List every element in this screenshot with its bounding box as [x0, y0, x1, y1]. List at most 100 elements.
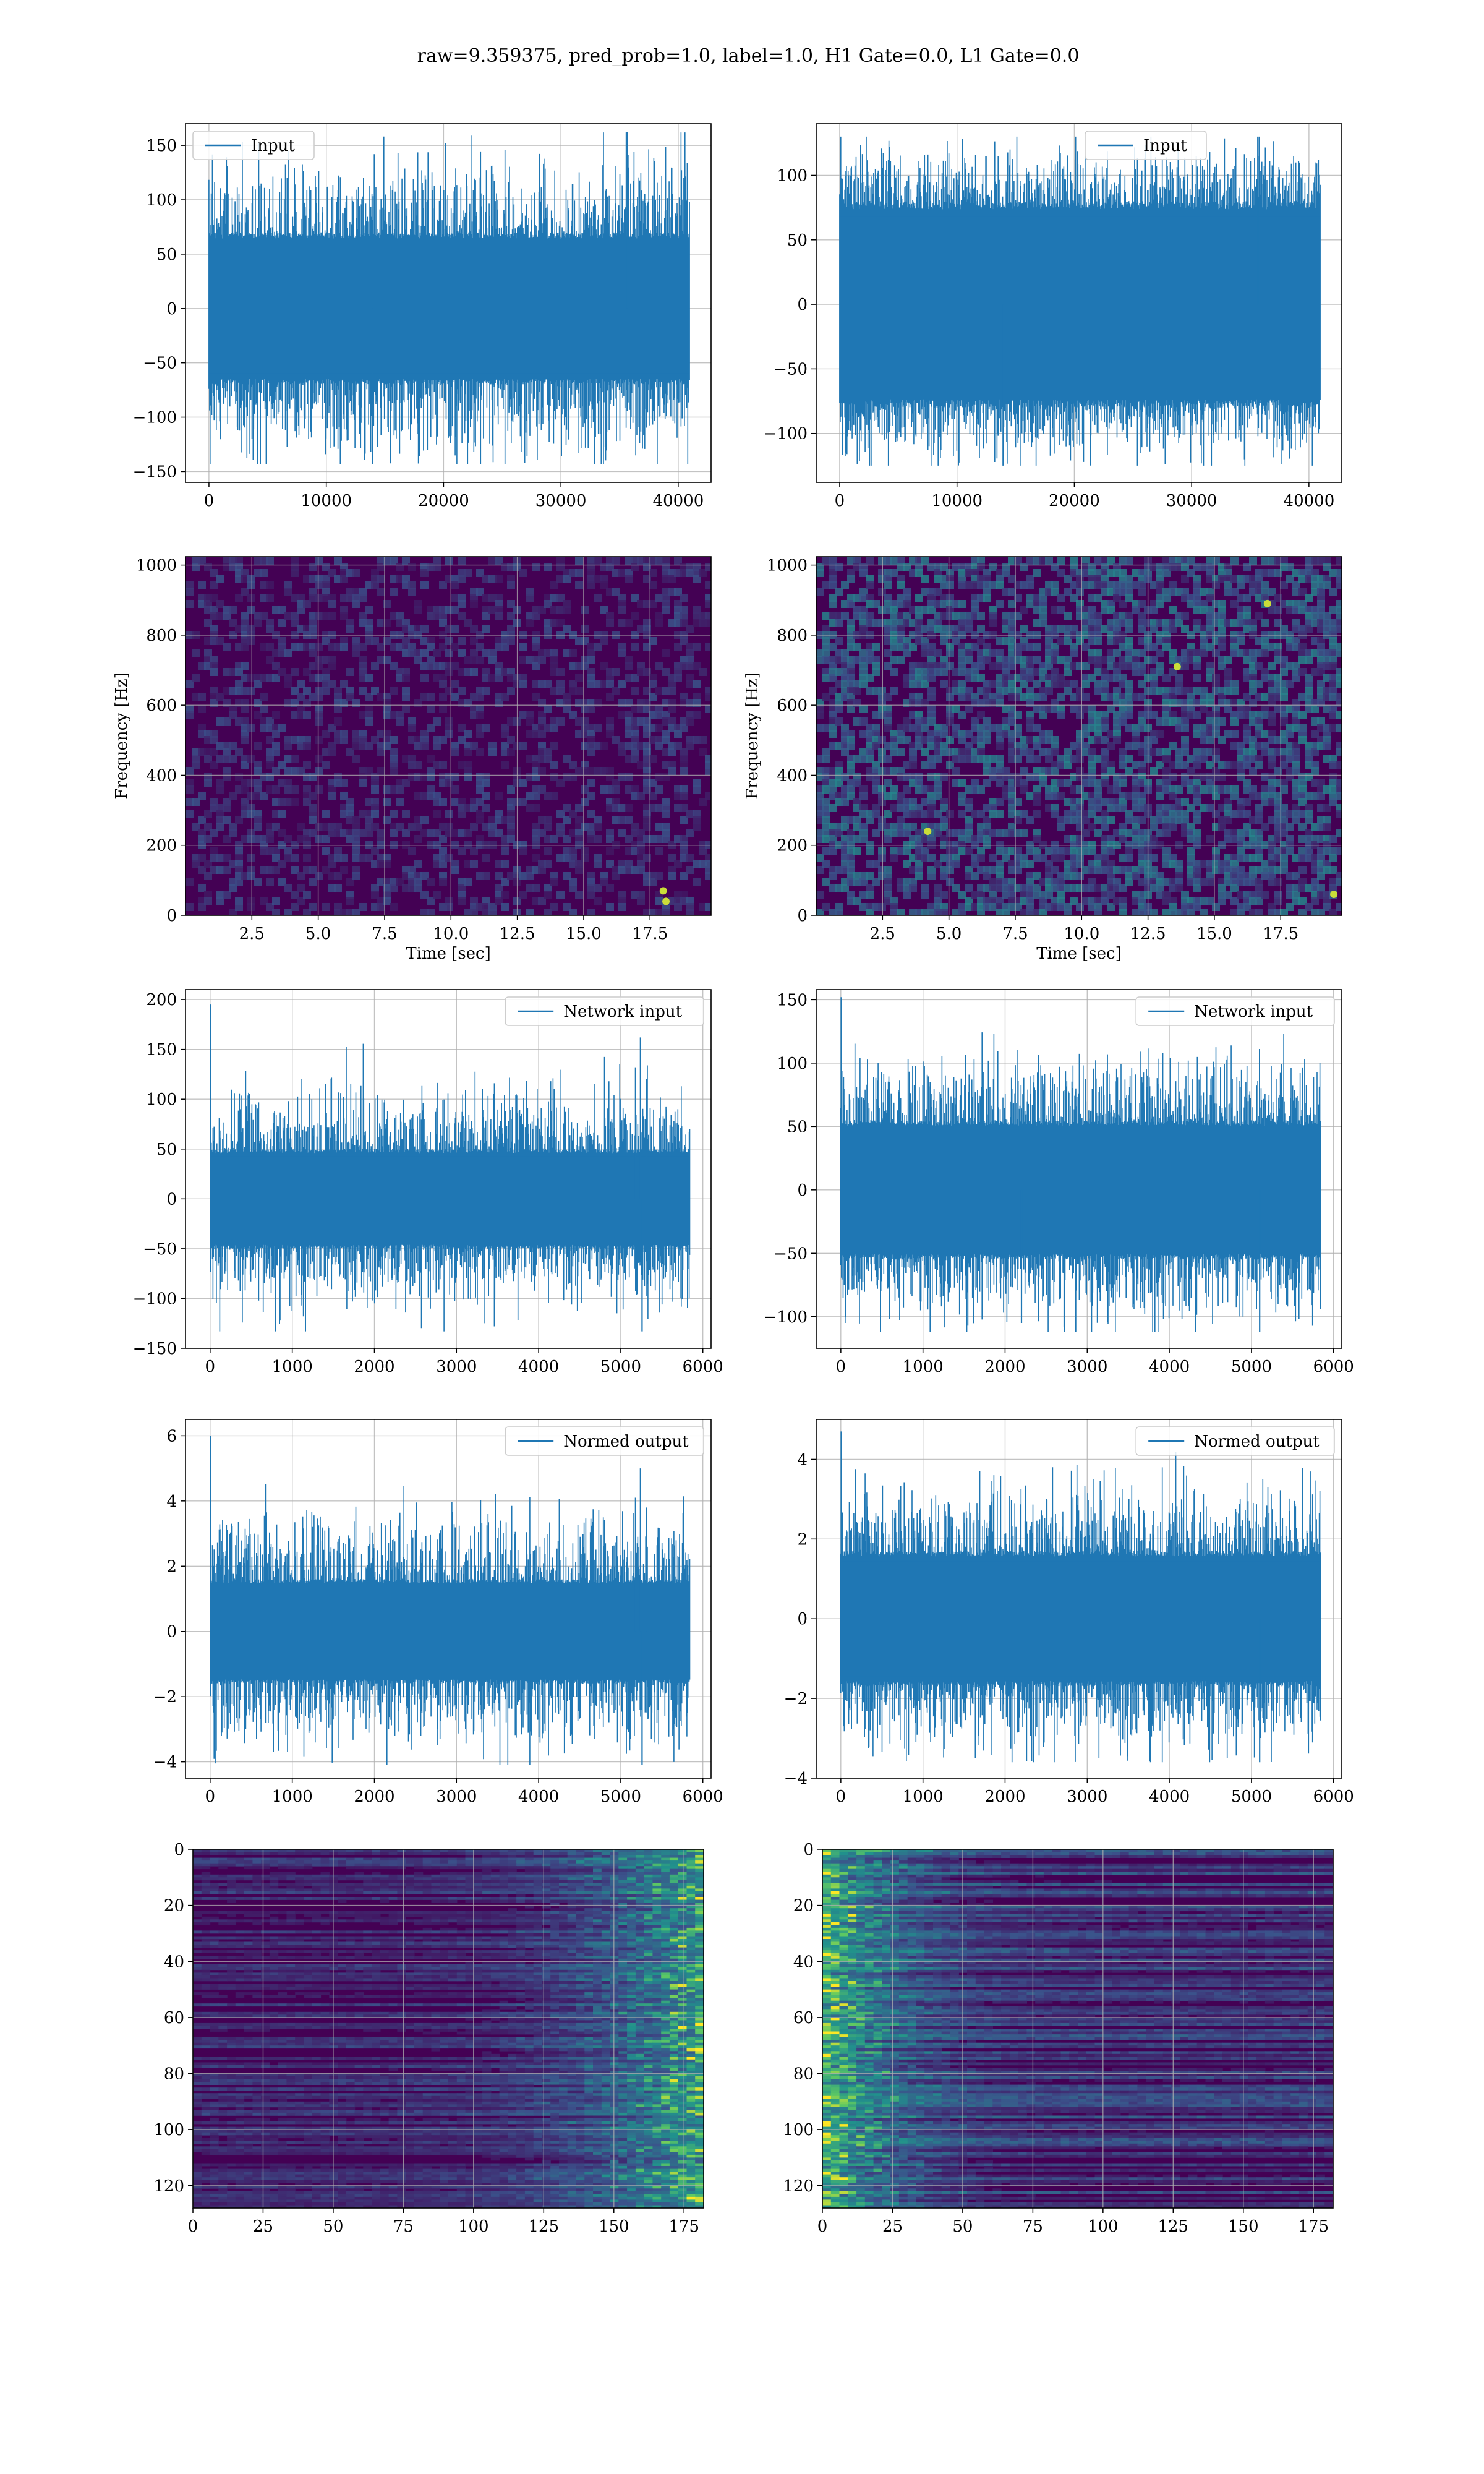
heatmap-cell — [1132, 668, 1140, 676]
heatmap-cell — [890, 736, 898, 744]
heatmap-cell — [235, 594, 243, 602]
heatmap-cell — [1008, 804, 1016, 812]
heatmap-cell — [1119, 618, 1127, 627]
heatmap-cell — [575, 637, 583, 645]
heatmap-cell — [934, 829, 942, 837]
heatmap-cell — [655, 804, 663, 812]
heatmap-cell — [526, 884, 534, 892]
heatmap-cell — [1002, 847, 1010, 855]
heatmap-cell — [668, 674, 676, 682]
heatmap-cell — [458, 569, 466, 577]
heatmap-cell — [569, 829, 577, 837]
heatmap-cell — [705, 755, 711, 763]
heatmap-cell — [482, 625, 490, 633]
heatmap-cell — [983, 643, 991, 651]
heatmap-cell — [192, 798, 200, 806]
x-tick-label: 4000 — [1149, 1787, 1190, 1806]
heatmap-cell — [989, 854, 997, 862]
heatmap-cell — [284, 798, 292, 806]
heatmap-cell — [699, 798, 707, 806]
heatmap-cell — [903, 612, 911, 620]
x-tick-label: 4000 — [1149, 1358, 1190, 1376]
heatmap-cell — [934, 625, 942, 633]
heatmap-cell — [322, 847, 330, 855]
heatmap-cell — [1298, 569, 1307, 577]
heatmap-cell — [451, 829, 459, 837]
heatmap-cell — [193, 1857, 202, 1861]
heatmap-cell — [822, 804, 830, 812]
heatmap-cell — [1033, 755, 1041, 763]
heatmap-cell — [958, 649, 966, 657]
heatmap-cell — [1311, 588, 1319, 596]
heatmap-cell — [303, 785, 311, 794]
heatmap-cell — [488, 742, 497, 750]
heatmap-cell — [309, 643, 317, 651]
heatmap-cell — [1175, 588, 1183, 596]
heatmap-cell — [1039, 897, 1047, 905]
axes-frame — [185, 989, 712, 1349]
heatmap-cell — [816, 866, 824, 874]
heatmap-cell — [1107, 656, 1115, 664]
heatmap-cell — [464, 618, 472, 627]
heatmap-cell — [1280, 736, 1288, 744]
heatmap-cell — [532, 823, 540, 831]
heatmap-cell — [371, 884, 379, 892]
heatmap-cell — [266, 761, 274, 769]
heatmap-cell — [266, 618, 274, 627]
heatmap-cell — [272, 730, 280, 738]
heatmap-cell — [1125, 866, 1133, 874]
heatmap-cell — [600, 742, 608, 750]
heatmap-cell — [490, 1849, 500, 1852]
heatmap-cell — [649, 711, 657, 719]
heatmap-cell — [569, 884, 577, 892]
axes-frame — [816, 556, 1342, 916]
heatmap-cell — [934, 736, 942, 744]
heatmap-cell — [965, 748, 973, 756]
heatmap-cell — [1298, 730, 1307, 738]
heatmap-cell — [897, 884, 905, 892]
heatmap-cell — [1218, 687, 1226, 695]
heatmap-cell — [433, 761, 441, 769]
heatmap-cell — [278, 798, 286, 806]
heatmap-cell — [662, 575, 670, 583]
heatmap-cell — [631, 643, 639, 651]
heatmap-cell — [884, 662, 892, 670]
heatmap-cell — [1323, 804, 1331, 812]
x-tick-label: 5.0 — [305, 925, 331, 943]
heatmap-cell — [909, 557, 917, 565]
heatmap-cell — [587, 835, 595, 843]
heatmap-cell — [1045, 736, 1053, 744]
heatmap-cell — [1119, 854, 1127, 862]
heatmap-cell — [427, 693, 435, 701]
heatmap-cell — [816, 705, 824, 713]
heatmap-cell — [1224, 810, 1232, 818]
heatmap-cell — [631, 823, 639, 831]
heatmap-cell — [235, 860, 243, 868]
heatmap-cell — [1107, 891, 1115, 899]
heatmap-cell — [662, 903, 670, 911]
heatmap-cell — [705, 705, 711, 713]
heatmap-cell — [631, 866, 639, 874]
heatmap-cell — [1039, 711, 1047, 719]
heatmap-cell — [606, 680, 614, 688]
heatmap-cell — [297, 823, 305, 831]
heatmap-cell — [1280, 581, 1288, 589]
heatmap-cell — [544, 823, 552, 831]
heatmap-cell — [390, 687, 398, 695]
heatmap-cell — [971, 557, 979, 565]
heatmap-cell — [705, 563, 711, 571]
heatmap-cell — [482, 1855, 492, 1858]
heatmap-cell — [396, 779, 404, 787]
heatmap-cell — [365, 711, 373, 719]
heatmap-cell — [402, 779, 410, 787]
heatmap-cell — [1255, 854, 1263, 862]
heatmap-cell — [643, 804, 651, 812]
heatmap-cell — [297, 600, 305, 608]
heatmap-cell — [1193, 835, 1201, 843]
heatmap-cell — [940, 748, 948, 756]
heatmap-cell — [1237, 711, 1245, 719]
heatmap-cell — [556, 687, 565, 695]
heatmap-cell — [1119, 662, 1127, 670]
heatmap-cell — [544, 816, 552, 824]
heatmap-cell — [1057, 897, 1065, 905]
